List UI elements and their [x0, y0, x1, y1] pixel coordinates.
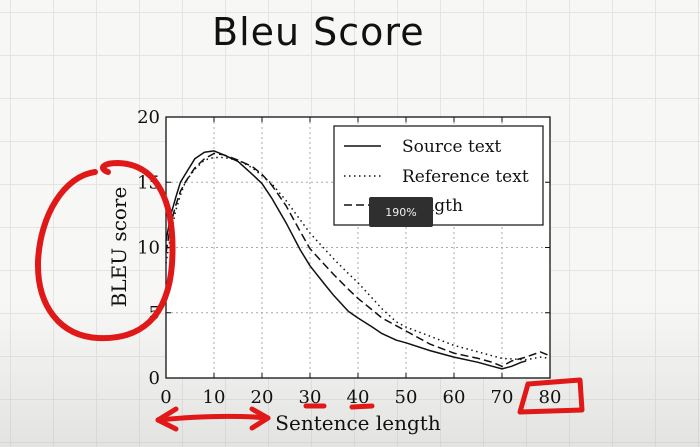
- series-lines: [165, 150, 551, 370]
- x-tick-label: 70: [491, 387, 514, 408]
- x-tick-label: 40: [347, 387, 370, 408]
- x-tick-label: 80: [539, 387, 562, 408]
- zoom-tooltip: 190%: [369, 197, 433, 227]
- annotation-arrow-line: [155, 413, 271, 423]
- y-tick-label: 0: [149, 368, 160, 389]
- legend-label-reference: Reference text: [402, 167, 529, 187]
- x-tick-label: 20: [251, 387, 274, 408]
- x-tick-label: 50: [395, 387, 418, 408]
- annotation-mark-40: [349, 403, 375, 410]
- y-tick-label: 20: [137, 107, 160, 128]
- y-axis-label: BLEU score: [107, 187, 131, 308]
- legend-label-source: Source text: [402, 137, 501, 157]
- annotation-arrow-left-head: [155, 406, 179, 432]
- x-tick-label: 60: [443, 387, 466, 408]
- series-line-0: [165, 150, 527, 370]
- axis-ticks: [165, 116, 551, 379]
- series-line-1: [165, 156, 551, 361]
- annotation-circle: [34, 160, 176, 342]
- annotation-arrow-right-head: [249, 406, 271, 431]
- legend-box: [333, 125, 544, 226]
- slide-title: Bleu Score: [212, 10, 425, 54]
- annotation-box-80: [517, 377, 585, 415]
- x-tick-label: 30: [299, 387, 322, 408]
- x-axis-label: Sentence length: [275, 411, 441, 435]
- series-line-2: [165, 152, 551, 368]
- legend: Source text Reference text Length: [333, 125, 544, 226]
- y-tick-label: 10: [137, 238, 160, 259]
- x-tick-label: 0: [160, 387, 171, 408]
- x-tick-label: 10: [203, 387, 226, 408]
- red-annotations: [34, 160, 585, 432]
